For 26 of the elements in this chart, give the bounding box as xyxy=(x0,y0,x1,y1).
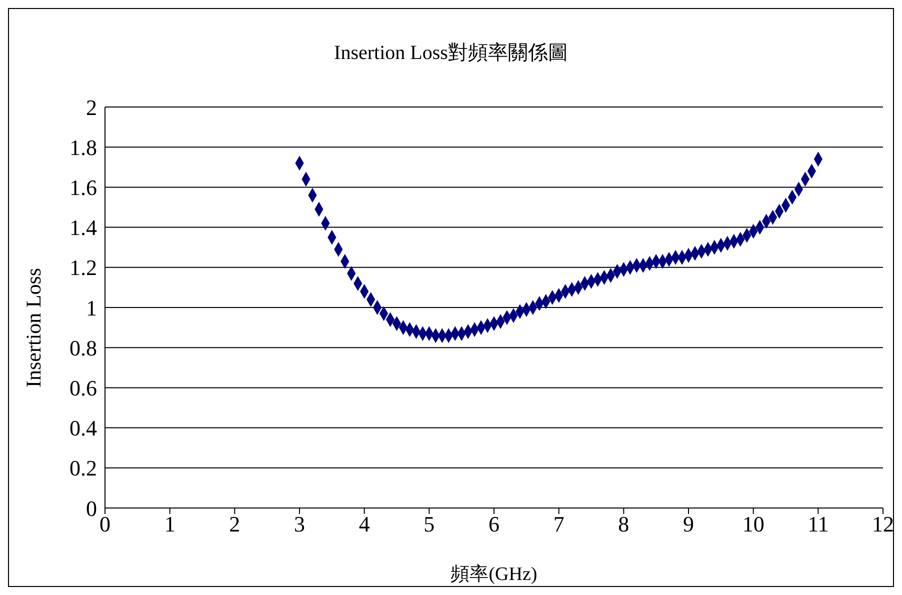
x-tick-label: 12 xyxy=(872,512,894,537)
y-axis-title: Insertion Loss xyxy=(21,268,46,388)
y-tick-label: 0.8 xyxy=(70,335,97,360)
y-tick-label: 0.2 xyxy=(70,456,97,481)
x-tick-label: 1 xyxy=(164,512,176,537)
y-tick-label: 1.8 xyxy=(70,134,97,160)
y-tick-label: 1.2 xyxy=(70,255,97,280)
y-tick-label: 0.4 xyxy=(70,416,97,441)
y-tick-label: 1.6 xyxy=(70,175,97,200)
y-tick-label: 0.6 xyxy=(70,376,97,401)
x-tick-label: 11 xyxy=(808,512,829,537)
y-tick-label: 0 xyxy=(86,496,97,521)
x-axis-title: 頻率(GHz) xyxy=(450,563,538,585)
x-tick-label: 10 xyxy=(742,512,764,537)
x-tick-label: 6 xyxy=(488,512,500,537)
chart-title: Insertion Loss對頻率關係圖 xyxy=(333,41,569,66)
x-tick-label: 3 xyxy=(294,512,305,537)
x-tick-label: 2 xyxy=(229,512,240,537)
x-tick-label: 4 xyxy=(358,512,370,537)
x-tick-label: 7 xyxy=(553,512,564,537)
y-tick-label: 2 xyxy=(86,94,97,120)
x-tick-label: 5 xyxy=(424,512,435,537)
x-tick-label: 9 xyxy=(683,512,694,537)
y-tick-label: 1 xyxy=(86,295,97,320)
x-tick-label: 8 xyxy=(618,512,630,537)
y-tick-label: 1.4 xyxy=(70,215,97,240)
